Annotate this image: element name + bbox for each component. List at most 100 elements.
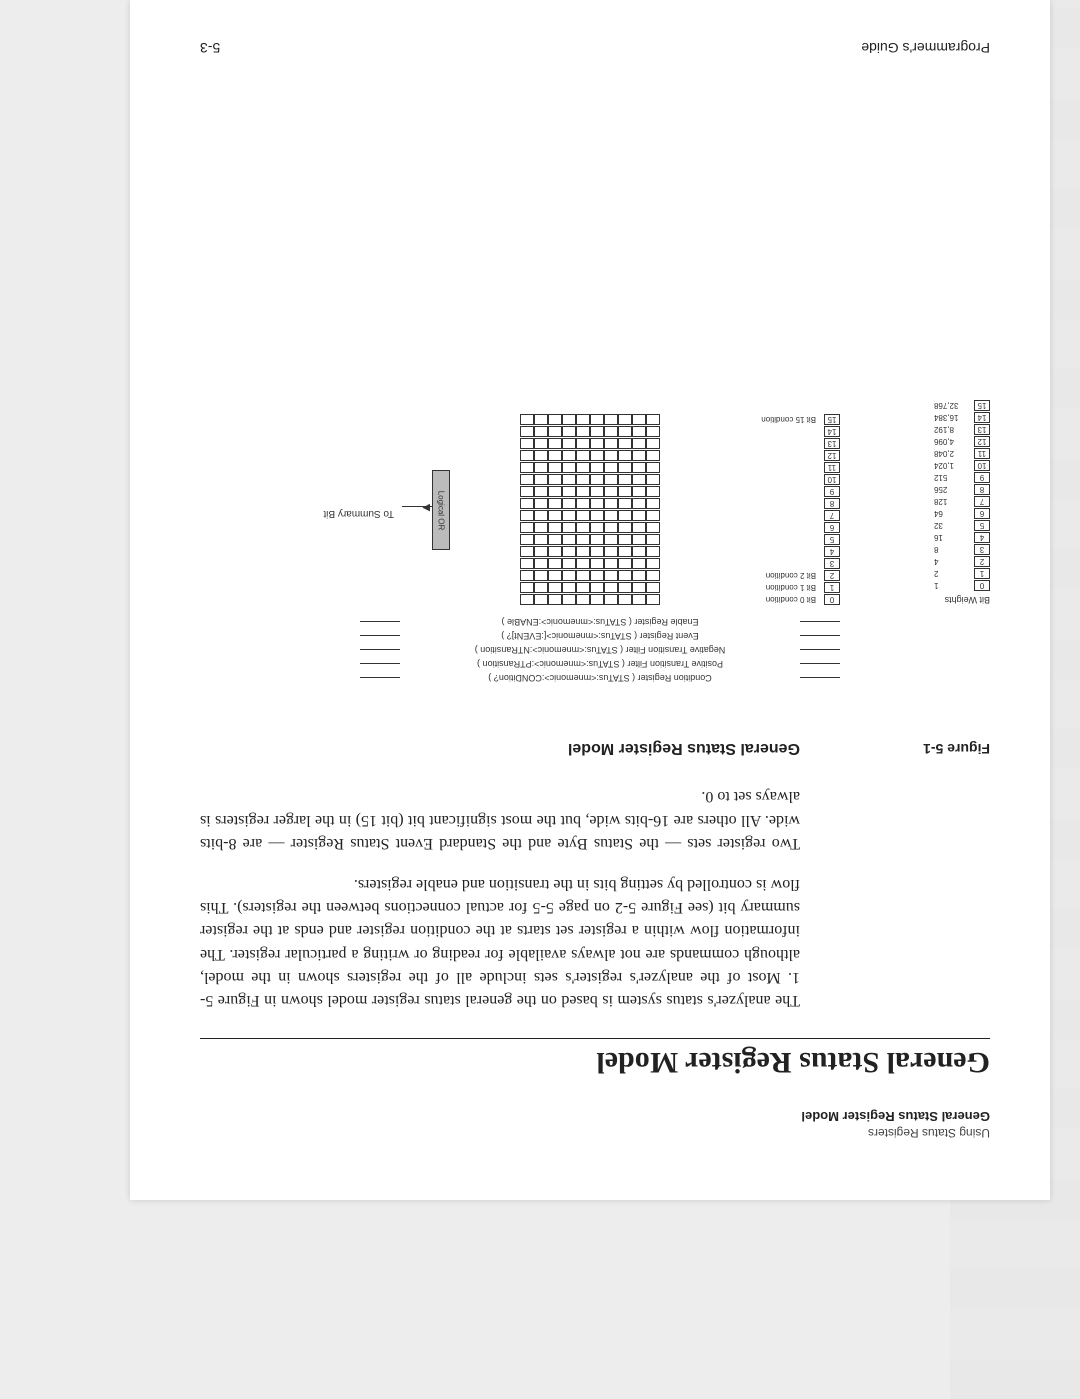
footer-left: Programmer's Guide bbox=[861, 40, 990, 56]
condition-index: 12 bbox=[824, 450, 840, 461]
condition-index: 1 bbox=[824, 582, 840, 593]
register-grid-cell bbox=[646, 546, 660, 557]
condition-index: 3 bbox=[824, 558, 840, 569]
bit-weight-row: 12 bbox=[934, 567, 990, 579]
register-grid-row bbox=[520, 557, 660, 569]
register-grid-cell bbox=[576, 438, 590, 449]
register-grid-cell bbox=[632, 414, 646, 425]
register-grid-cell bbox=[520, 570, 534, 581]
register-grid-cell bbox=[604, 462, 618, 473]
register-grid-cell bbox=[632, 582, 646, 593]
register-grid bbox=[520, 413, 660, 605]
register-grid-cell bbox=[548, 510, 562, 521]
register-grid-cell bbox=[562, 582, 576, 593]
register-grid-cell bbox=[534, 414, 548, 425]
register-grid-row bbox=[520, 461, 660, 473]
register-grid-cell bbox=[534, 486, 548, 497]
register-grid-cell bbox=[548, 594, 562, 605]
footer-right: 5-3 bbox=[200, 40, 220, 56]
bit-weight-row: 38 bbox=[934, 543, 990, 555]
register-grid-cell bbox=[534, 462, 548, 473]
register-grid-cell bbox=[646, 474, 660, 485]
register-grid-cell bbox=[646, 450, 660, 461]
register-grid-cell bbox=[548, 426, 562, 437]
bit-weight-value: 2,048 bbox=[934, 447, 968, 459]
register-grid-cell bbox=[548, 438, 562, 449]
register-grid-cell bbox=[562, 414, 576, 425]
register-grid-cell bbox=[590, 510, 604, 521]
register-grid-row bbox=[520, 509, 660, 521]
bit-weight-value: 128 bbox=[934, 495, 968, 507]
bit-weight-index: 3 bbox=[974, 544, 990, 555]
condition-index: 5 bbox=[824, 534, 840, 545]
register-grid-cell bbox=[632, 522, 646, 533]
register-grid-cell bbox=[548, 450, 562, 461]
register-grid-cell bbox=[548, 462, 562, 473]
register-grid-cell bbox=[646, 414, 660, 425]
bit-weight-value: 8,192 bbox=[934, 423, 968, 435]
reg-label-ptrans: Positive Transition Filter ( STATus:<mne… bbox=[380, 657, 820, 671]
condition-index: 14 bbox=[824, 426, 840, 437]
register-grid-cell bbox=[534, 546, 548, 557]
bit-weight-row: 532 bbox=[934, 519, 990, 531]
bit-weight-value: 256 bbox=[934, 483, 968, 495]
register-grid-cell bbox=[520, 438, 534, 449]
register-grid-cell bbox=[548, 486, 562, 497]
register-grid-cell bbox=[590, 534, 604, 545]
register-grid-cell bbox=[618, 486, 632, 497]
page-footer: Programmer's Guide 5-3 bbox=[200, 40, 990, 56]
bit-weight-index: 5 bbox=[974, 520, 990, 531]
condition-row: 5 bbox=[761, 533, 840, 545]
register-grid-cell bbox=[646, 582, 660, 593]
register-grid-cell bbox=[590, 546, 604, 557]
register-grid-cell bbox=[520, 534, 534, 545]
register-grid-cell bbox=[562, 534, 576, 545]
register-grid-cell bbox=[604, 510, 618, 521]
bit-weight-row: 416 bbox=[934, 531, 990, 543]
figure-caption: General Status Register Model bbox=[568, 739, 800, 757]
register-grid-cell bbox=[548, 546, 562, 557]
register-grid-row bbox=[520, 569, 660, 581]
register-grid-cell bbox=[632, 486, 646, 497]
register-grid-cell bbox=[604, 522, 618, 533]
register-grid-cell bbox=[576, 558, 590, 569]
figure-header: Figure 5-1 General Status Register Model bbox=[200, 739, 990, 757]
running-subhead: General Status Register Model bbox=[200, 1109, 990, 1124]
bit-weights-table: Bit Weights 0112243841653266471288256951… bbox=[934, 399, 990, 605]
running-head: Using Status Registers bbox=[200, 1126, 990, 1140]
register-grid-cell bbox=[646, 594, 660, 605]
register-grid-cell bbox=[646, 510, 660, 521]
bit-weight-row: 112,048 bbox=[934, 447, 990, 459]
register-grid-cell bbox=[548, 522, 562, 533]
register-grid-cell bbox=[562, 570, 576, 581]
register-grid-cell bbox=[590, 558, 604, 569]
register-grid-cell bbox=[632, 546, 646, 557]
register-grid-row bbox=[520, 545, 660, 557]
bit-weight-value: 2 bbox=[934, 567, 968, 579]
register-grid-cell bbox=[562, 474, 576, 485]
register-grid-cell bbox=[646, 486, 660, 497]
register-grid-cell bbox=[576, 534, 590, 545]
register-grid-cell bbox=[590, 450, 604, 461]
condition-index: 13 bbox=[824, 438, 840, 449]
bit-weight-index: 6 bbox=[974, 508, 990, 519]
register-grid-cell bbox=[604, 570, 618, 581]
register-grid-row bbox=[520, 533, 660, 545]
register-grid-cell bbox=[632, 474, 646, 485]
register-grid-cell bbox=[632, 510, 646, 521]
register-grid-cell bbox=[548, 414, 562, 425]
bit-weight-value: 4 bbox=[934, 555, 968, 567]
register-grid-cell bbox=[618, 582, 632, 593]
condition-row: 14 bbox=[761, 425, 840, 437]
register-grid-cell bbox=[646, 438, 660, 449]
condition-label: Bit 2 condition bbox=[766, 570, 816, 581]
bit-weight-index: 7 bbox=[974, 496, 990, 507]
register-grid-cell bbox=[562, 486, 576, 497]
register-grid-cell bbox=[576, 522, 590, 533]
bit-weight-row: 24 bbox=[934, 555, 990, 567]
paragraph-2: Two register sets — the Status Byte and … bbox=[200, 785, 800, 855]
register-grid-cell bbox=[548, 558, 562, 569]
condition-index: 11 bbox=[824, 462, 840, 473]
register-grid-cell bbox=[590, 426, 604, 437]
register-grid-cell bbox=[548, 582, 562, 593]
